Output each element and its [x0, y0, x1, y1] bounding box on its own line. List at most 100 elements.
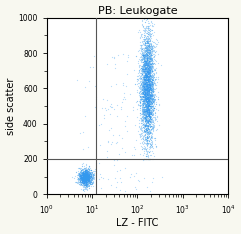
- Point: [146, 99, 150, 102]
- Point: [147, 103, 150, 107]
- Point: [143, 134, 147, 137]
- Point: [147, 61, 151, 65]
- Point: [84, 179, 87, 183]
- Point: [140, 65, 144, 69]
- Point: [145, 95, 148, 99]
- Point: [149, 100, 153, 104]
- Point: [143, 92, 147, 96]
- Point: [90, 176, 94, 180]
- Point: [143, 72, 147, 76]
- Point: [145, 65, 149, 69]
- Point: [134, 100, 138, 104]
- Point: [138, 74, 142, 78]
- Point: [148, 48, 152, 52]
- Point: [142, 113, 146, 117]
- Point: [147, 72, 151, 76]
- Point: [147, 122, 151, 126]
- Point: [75, 177, 79, 181]
- Point: [147, 87, 151, 91]
- Point: [146, 75, 150, 79]
- Point: [140, 47, 144, 51]
- Point: [153, 112, 156, 115]
- Point: [142, 151, 146, 155]
- Point: [149, 42, 153, 46]
- Point: [86, 174, 90, 177]
- Point: [144, 86, 147, 90]
- Point: [139, 45, 143, 49]
- Point: [150, 81, 154, 85]
- Point: [141, 92, 145, 96]
- Point: [85, 176, 88, 179]
- Point: [146, 102, 150, 106]
- Point: [152, 40, 156, 44]
- Point: [140, 126, 144, 130]
- Point: [145, 99, 149, 103]
- Point: [80, 175, 84, 179]
- Point: [148, 114, 152, 118]
- Point: [150, 86, 154, 90]
- Point: [144, 57, 148, 60]
- Point: [147, 56, 150, 60]
- Point: [147, 113, 151, 117]
- Point: [140, 124, 143, 128]
- Point: [148, 65, 152, 69]
- Point: [144, 71, 148, 75]
- Point: [146, 72, 150, 76]
- Point: [149, 106, 153, 109]
- Point: [78, 173, 82, 177]
- Point: [143, 111, 147, 115]
- Point: [142, 98, 146, 102]
- Point: [146, 78, 150, 82]
- Point: [143, 49, 147, 53]
- Point: [148, 87, 152, 91]
- Point: [141, 112, 145, 116]
- Point: [151, 85, 154, 89]
- Point: [144, 82, 147, 86]
- Point: [151, 72, 155, 75]
- Point: [146, 50, 149, 54]
- Point: [148, 81, 152, 85]
- Point: [145, 88, 149, 92]
- Point: [148, 136, 152, 140]
- Point: [149, 66, 153, 70]
- Point: [149, 95, 153, 98]
- Point: [146, 78, 150, 82]
- Point: [78, 174, 82, 177]
- Point: [142, 93, 146, 96]
- Point: [146, 128, 149, 132]
- Point: [151, 101, 154, 105]
- Point: [90, 181, 94, 185]
- Point: [91, 172, 94, 176]
- Point: [86, 169, 89, 173]
- Point: [86, 177, 90, 181]
- Point: [145, 118, 149, 122]
- Point: [144, 24, 148, 28]
- Point: [140, 51, 144, 55]
- Point: [80, 176, 84, 179]
- Point: [146, 54, 149, 57]
- Point: [80, 175, 84, 179]
- Point: [141, 60, 144, 64]
- Point: [147, 91, 151, 95]
- Point: [134, 138, 138, 142]
- Point: [139, 69, 143, 73]
- Point: [86, 173, 89, 177]
- Point: [148, 110, 152, 113]
- Point: [70, 175, 74, 179]
- Point: [146, 93, 149, 97]
- Point: [82, 175, 86, 179]
- Point: [142, 60, 146, 64]
- Point: [156, 77, 160, 81]
- Point: [139, 113, 143, 116]
- Point: [86, 173, 90, 176]
- Point: [141, 64, 145, 68]
- Point: [84, 175, 88, 179]
- Point: [144, 98, 147, 102]
- Point: [84, 180, 88, 184]
- Point: [86, 170, 90, 174]
- Point: [147, 65, 151, 68]
- Point: [145, 121, 149, 124]
- Point: [148, 54, 152, 58]
- Point: [147, 56, 151, 60]
- Point: [146, 75, 149, 78]
